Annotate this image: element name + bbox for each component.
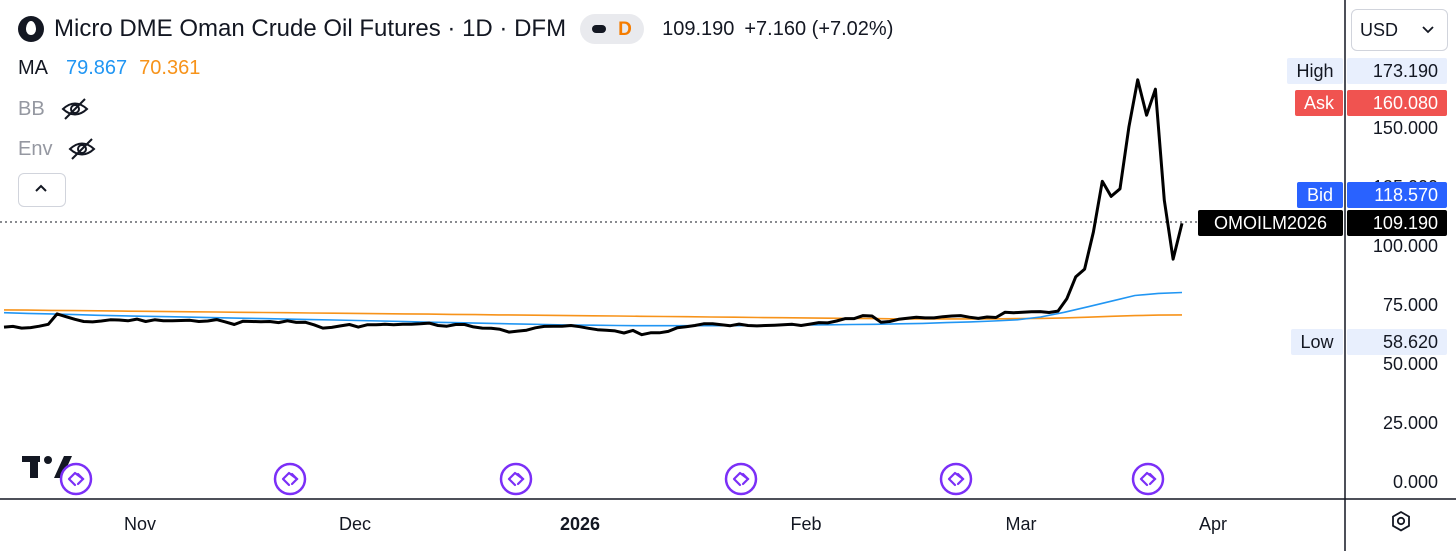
bid-value-box: [1347, 182, 1447, 208]
event-markers[interactable]: [59, 462, 1165, 496]
data-status-badge[interactable]: D: [580, 14, 645, 44]
x-axis-ticks: Nov Dec 2026 Feb Mar Apr: [124, 514, 1227, 534]
y-axis-ticks: 0.00025.00050.00075.000100.000125.000150…: [1373, 118, 1438, 492]
chevron-down-icon: [1422, 26, 1434, 34]
chevron-up-icon: [35, 184, 47, 192]
bid-label: Bid: [1307, 185, 1333, 205]
low-value-box: [1347, 329, 1447, 355]
price-change: +7.160 (+7.02%): [744, 17, 894, 40]
indicator-bb[interactable]: BB: [18, 97, 89, 121]
price-line: [3, 78, 1184, 337]
x-tick-label: Mar: [1006, 514, 1037, 534]
high-label: High: [1296, 61, 1333, 81]
currency-value: USD: [1360, 20, 1399, 40]
x-tick-label: 2026: [560, 514, 600, 534]
low-label-box: [1291, 329, 1343, 355]
ask-value-box: [1347, 90, 1447, 116]
ma-line-blue: [3, 291, 1183, 327]
y-tick-label: 100.000: [1373, 236, 1438, 256]
dividend-arrow-icon[interactable]: [59, 462, 93, 496]
high-value-box: [1347, 58, 1447, 84]
eye-off-icon[interactable]: [61, 97, 89, 121]
last-label: OMOILM2026: [1214, 213, 1327, 233]
low-label: Low: [1300, 332, 1334, 352]
indicator-env-label: Env: [18, 137, 53, 160]
high-label-box: [1287, 58, 1343, 84]
market-status-icon: [592, 25, 607, 33]
collapse-legend-button[interactable]: [18, 173, 66, 207]
last-price: 109.190: [662, 17, 735, 40]
y-tick-label: 50.000: [1383, 354, 1438, 374]
symbol-title[interactable]: Micro DME Oman Crude Oil Futures · 1D · …: [54, 15, 567, 42]
indicator-ma-value-2: 70.361: [139, 57, 201, 79]
series-lines: [3, 78, 1184, 337]
x-tick-label: Dec: [339, 514, 371, 534]
bid-value: 118.570: [1374, 185, 1438, 205]
dividend-arrow-icon[interactable]: [939, 462, 973, 496]
x-tick-label: Feb: [790, 514, 821, 534]
eye-off-icon[interactable]: [68, 137, 96, 161]
currency-select[interactable]: USD: [1351, 9, 1448, 51]
high-value: 173.190: [1373, 61, 1438, 81]
y-tick-label: 75.000: [1383, 295, 1438, 315]
indicator-ma[interactable]: MA 79.867 70.361: [18, 57, 200, 80]
indicator-env[interactable]: Env: [18, 137, 96, 161]
price-tags: High 173.190 Ask 160.080 Bid 118.570 OMOILM202…: [1198, 58, 1447, 355]
low-value: 58.620: [1383, 332, 1438, 352]
symbol-header: Micro DME Oman Crude Oil Futures · 1D · …: [18, 12, 893, 46]
ask-label-box: [1295, 90, 1343, 116]
gear-icon[interactable]: [1392, 510, 1410, 532]
ask-label: Ask: [1304, 93, 1335, 113]
oil-drop-icon: [18, 16, 44, 42]
ma-line-orange: [3, 309, 1183, 320]
y-tick-label: 0.000: [1393, 472, 1438, 492]
dividend-arrow-icon[interactable]: [499, 462, 533, 496]
delayed-badge: D: [618, 19, 632, 40]
indicator-bb-label: BB: [18, 97, 45, 120]
x-tick-label: Nov: [124, 514, 156, 534]
indicator-ma-label: MA: [18, 57, 48, 79]
dividend-arrow-icon[interactable]: [273, 462, 307, 496]
y-tick-label: 25.000: [1383, 413, 1438, 433]
dividend-arrow-icon[interactable]: [724, 462, 758, 496]
bid-label-box: [1297, 182, 1343, 208]
x-tick-label: Apr: [1199, 514, 1227, 534]
last-label-box: [1198, 210, 1343, 236]
dividend-arrow-icon[interactable]: [1131, 462, 1165, 496]
last-value-box: [1347, 210, 1447, 236]
y-tick-label: 150.000: [1373, 118, 1438, 138]
tv-logo-icon: [22, 456, 72, 478]
last-value: 109.190: [1373, 213, 1438, 233]
indicator-ma-value-1: 79.867: [66, 57, 128, 79]
ask-value: 160.080: [1373, 93, 1438, 113]
